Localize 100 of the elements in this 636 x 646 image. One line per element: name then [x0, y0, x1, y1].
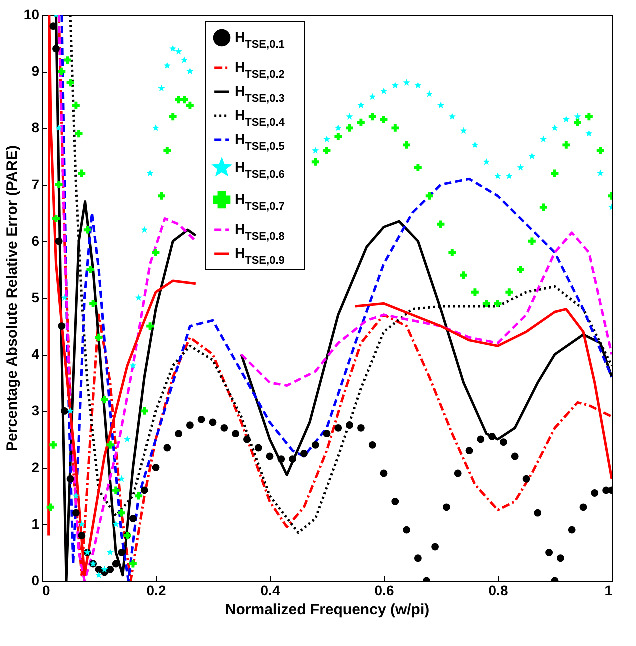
- point: [528, 238, 536, 246]
- point: [146, 170, 154, 176]
- point: [135, 294, 142, 301]
- point: [517, 164, 524, 171]
- point: [448, 113, 456, 120]
- legend-label: H$_{TSE,0.7}$: [235, 191, 285, 213]
- point: [72, 492, 80, 500]
- point: [528, 152, 536, 160]
- x-tick-label: 0.4: [260, 582, 280, 598]
- point: [494, 172, 502, 180]
- point: [471, 288, 479, 296]
- point: [551, 170, 559, 178]
- point: [164, 147, 172, 155]
- point: [66, 407, 74, 414]
- point: [55, 181, 63, 189]
- point: [437, 220, 445, 228]
- y-tick-label: 4: [32, 346, 40, 362]
- x-tick-label: 0.2: [146, 582, 166, 598]
- point: [141, 226, 148, 234]
- y-axis-title: Percentage Absolute Relative Error (PARE): [4, 146, 21, 452]
- point: [540, 136, 548, 142]
- y-tick-label: 6: [32, 232, 40, 249]
- point: [562, 116, 570, 123]
- point: [46, 504, 54, 512]
- point: [426, 90, 434, 98]
- legend-label: H$_{TSE,0.4}$: [235, 107, 286, 129]
- point: [86, 266, 94, 274]
- point: [112, 520, 120, 528]
- point: [312, 147, 320, 154]
- point: [61, 294, 68, 301]
- point: [78, 520, 86, 528]
- point: [426, 192, 434, 200]
- x-tick-label: 1: [604, 582, 613, 598]
- point: [50, 441, 58, 449]
- point: [140, 407, 148, 415]
- point: [175, 48, 182, 55]
- point: [334, 124, 342, 132]
- point: [101, 566, 108, 573]
- point: [180, 56, 188, 64]
- x-tick-label: 0.8: [488, 582, 508, 598]
- point: [66, 79, 74, 87]
- point: [129, 560, 137, 568]
- point: [75, 130, 83, 138]
- point: [414, 82, 422, 89]
- point: [540, 204, 548, 212]
- point: [124, 436, 132, 442]
- point: [112, 486, 120, 494]
- point: [90, 300, 98, 308]
- x-tick-label: 0: [42, 582, 50, 598]
- point: [84, 226, 92, 234]
- point: [95, 334, 103, 342]
- point: [551, 124, 559, 132]
- point: [312, 158, 320, 166]
- point: [448, 249, 456, 256]
- point: [414, 164, 422, 172]
- point: [78, 170, 86, 178]
- point: [460, 272, 468, 280]
- point: [180, 96, 188, 104]
- y-tick-label: 9: [32, 63, 40, 80]
- point: [368, 113, 376, 121]
- point: [562, 141, 570, 149]
- point: [403, 141, 411, 149]
- point: [403, 79, 410, 86]
- point: [597, 170, 604, 176]
- point: [56, 124, 63, 132]
- y-tick-label: 3: [32, 402, 40, 419]
- legend-label: H$_{TSE,0.6}$: [235, 159, 285, 181]
- point: [358, 102, 365, 109]
- point: [392, 82, 399, 89]
- x-axis-title: Normalized Frequency (w/pi): [225, 602, 430, 618]
- y-tick-label: 0: [32, 572, 40, 588]
- point: [483, 158, 490, 166]
- legend-label: H$_{TSE,0.1}$: [235, 29, 285, 51]
- point: [106, 548, 114, 556]
- y-tick-label: 1: [32, 516, 40, 532]
- point: [585, 113, 593, 121]
- point: [158, 84, 166, 92]
- point: [158, 192, 166, 200]
- legend-label: H$_{TSE,0.8}$: [235, 221, 285, 243]
- point: [64, 56, 72, 64]
- point: [323, 147, 331, 155]
- point: [152, 124, 160, 132]
- point: [118, 475, 126, 482]
- y-tick-label: 8: [32, 120, 40, 136]
- point: [346, 113, 354, 120]
- point: [152, 249, 160, 256]
- point: [437, 102, 445, 109]
- point: [135, 492, 143, 500]
- point: [346, 124, 354, 132]
- legend-label: H$_{TSE,0.5}$: [235, 131, 285, 153]
- point: [574, 118, 582, 126]
- point: [170, 45, 177, 52]
- point: [106, 441, 114, 449]
- point: [517, 266, 525, 274]
- point: [380, 88, 388, 94]
- point: [357, 118, 365, 126]
- point: [506, 288, 514, 296]
- point: [72, 102, 80, 110]
- point: [482, 300, 490, 308]
- point: [118, 509, 126, 517]
